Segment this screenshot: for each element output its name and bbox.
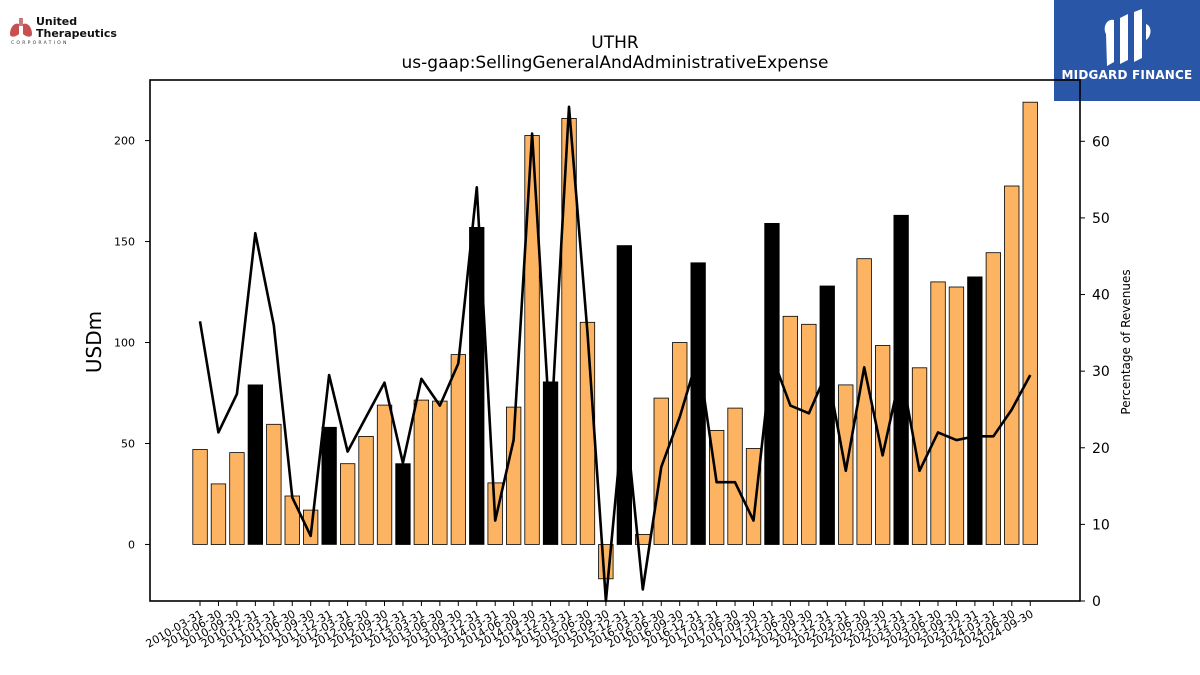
bar-2017-12-31 bbox=[764, 222, 780, 545]
bar-2012-09-30 bbox=[376, 404, 393, 545]
y-tick-left-label: 200 bbox=[114, 135, 135, 148]
line-group bbox=[198, 105, 1032, 603]
chart-subtitle: us-gaap:SellingGeneralAndAdministrativeE… bbox=[402, 53, 829, 73]
ratio-line bbox=[198, 105, 1032, 603]
bar-2024-03-31 bbox=[985, 252, 1001, 545]
bar-2017-09-30 bbox=[745, 448, 762, 545]
bars-group bbox=[192, 101, 1038, 580]
y-axis-label: USDm bbox=[82, 311, 106, 373]
midgard-wordmark: MIDGARD FINANCE bbox=[1061, 68, 1193, 82]
y-tick-right-label: 0 bbox=[1092, 594, 1101, 610]
bar-2021-09-30 bbox=[801, 323, 817, 545]
y-tick-right-label: 60 bbox=[1092, 134, 1110, 150]
bar-2011-12-31 bbox=[321, 426, 337, 545]
bar-2012-12-31 bbox=[395, 463, 411, 545]
y-axis-left: 0 50 100 150 200 bbox=[114, 135, 150, 551]
logo-corporation: CORPORATION bbox=[11, 41, 69, 46]
bar-2010-12-31 bbox=[247, 384, 264, 545]
bar-2015-12-31 bbox=[616, 245, 632, 545]
bar-2012-03-31 bbox=[339, 463, 356, 545]
plot-frame bbox=[149, 79, 1081, 602]
y-tick-right-label: 50 bbox=[1092, 211, 1110, 227]
lungs-icon bbox=[10, 18, 32, 37]
midgard-finance-logo: MIDGARD FINANCE bbox=[1054, 0, 1200, 101]
bar-2023-03-31 bbox=[911, 367, 928, 545]
bar-2016-09-30 bbox=[672, 342, 688, 545]
y-axis-right-label: Percentage of Revenues bbox=[1119, 269, 1133, 414]
bar-2013-06-30 bbox=[432, 400, 448, 545]
bar-2024-09-30 bbox=[1022, 101, 1038, 545]
logo-line1: United bbox=[36, 15, 78, 28]
bar-2013-03-31 bbox=[413, 399, 430, 545]
y-tick-left-label: 150 bbox=[114, 236, 135, 249]
logo-wordmark: United Therapeutics bbox=[36, 16, 117, 40]
bar-2021-06-30 bbox=[782, 315, 798, 545]
y-axis-right: 0 10 20 30 40 50 60 bbox=[1080, 134, 1110, 610]
bar-2011-03-31 bbox=[266, 423, 282, 545]
y-tick-right-label: 30 bbox=[1092, 364, 1110, 380]
y-tick-left-label: 50 bbox=[121, 437, 135, 450]
bar-2010-03-31 bbox=[192, 449, 208, 545]
bar-2022-12-31 bbox=[893, 214, 909, 545]
bar-2024-06-30 bbox=[1004, 185, 1020, 545]
bar-2013-12-31 bbox=[469, 226, 485, 545]
x-axis: 2010-03-312010-06-302010-09-302010-12-31… bbox=[144, 601, 1036, 651]
bar-2023-12-31 bbox=[967, 276, 983, 545]
y-tick-left-label: 100 bbox=[114, 337, 135, 350]
y-tick-right-label: 20 bbox=[1092, 441, 1110, 457]
bar-2013-09-30 bbox=[450, 354, 467, 545]
bar-2015-06-30 bbox=[579, 321, 596, 545]
y-tick-left-label: 0 bbox=[128, 538, 135, 551]
bar-2010-09-30 bbox=[229, 452, 245, 545]
bar-2014-12-31 bbox=[542, 381, 559, 545]
united-therapeutics-logo: United Therapeutics CORPORATION bbox=[8, 14, 120, 50]
bar-2011-06-30 bbox=[284, 495, 300, 545]
chart-title: UTHR bbox=[591, 33, 639, 53]
bar-2023-09-30 bbox=[948, 286, 965, 545]
bar-2016-12-31 bbox=[690, 262, 706, 545]
bar-2022-09-30 bbox=[875, 345, 891, 545]
bar-2012-06-30 bbox=[358, 435, 374, 545]
y-tick-right-label: 10 bbox=[1092, 517, 1110, 533]
bar-2021-12-31 bbox=[819, 285, 835, 545]
y-tick-right-label: 40 bbox=[1092, 288, 1110, 304]
bar-2023-06-30 bbox=[930, 281, 946, 545]
bar-2017-06-30 bbox=[727, 407, 743, 545]
midgard-emblem-icon bbox=[1104, 9, 1151, 67]
logo-line2: Therapeutics bbox=[36, 27, 117, 40]
bar-2010-06-30 bbox=[210, 483, 227, 545]
